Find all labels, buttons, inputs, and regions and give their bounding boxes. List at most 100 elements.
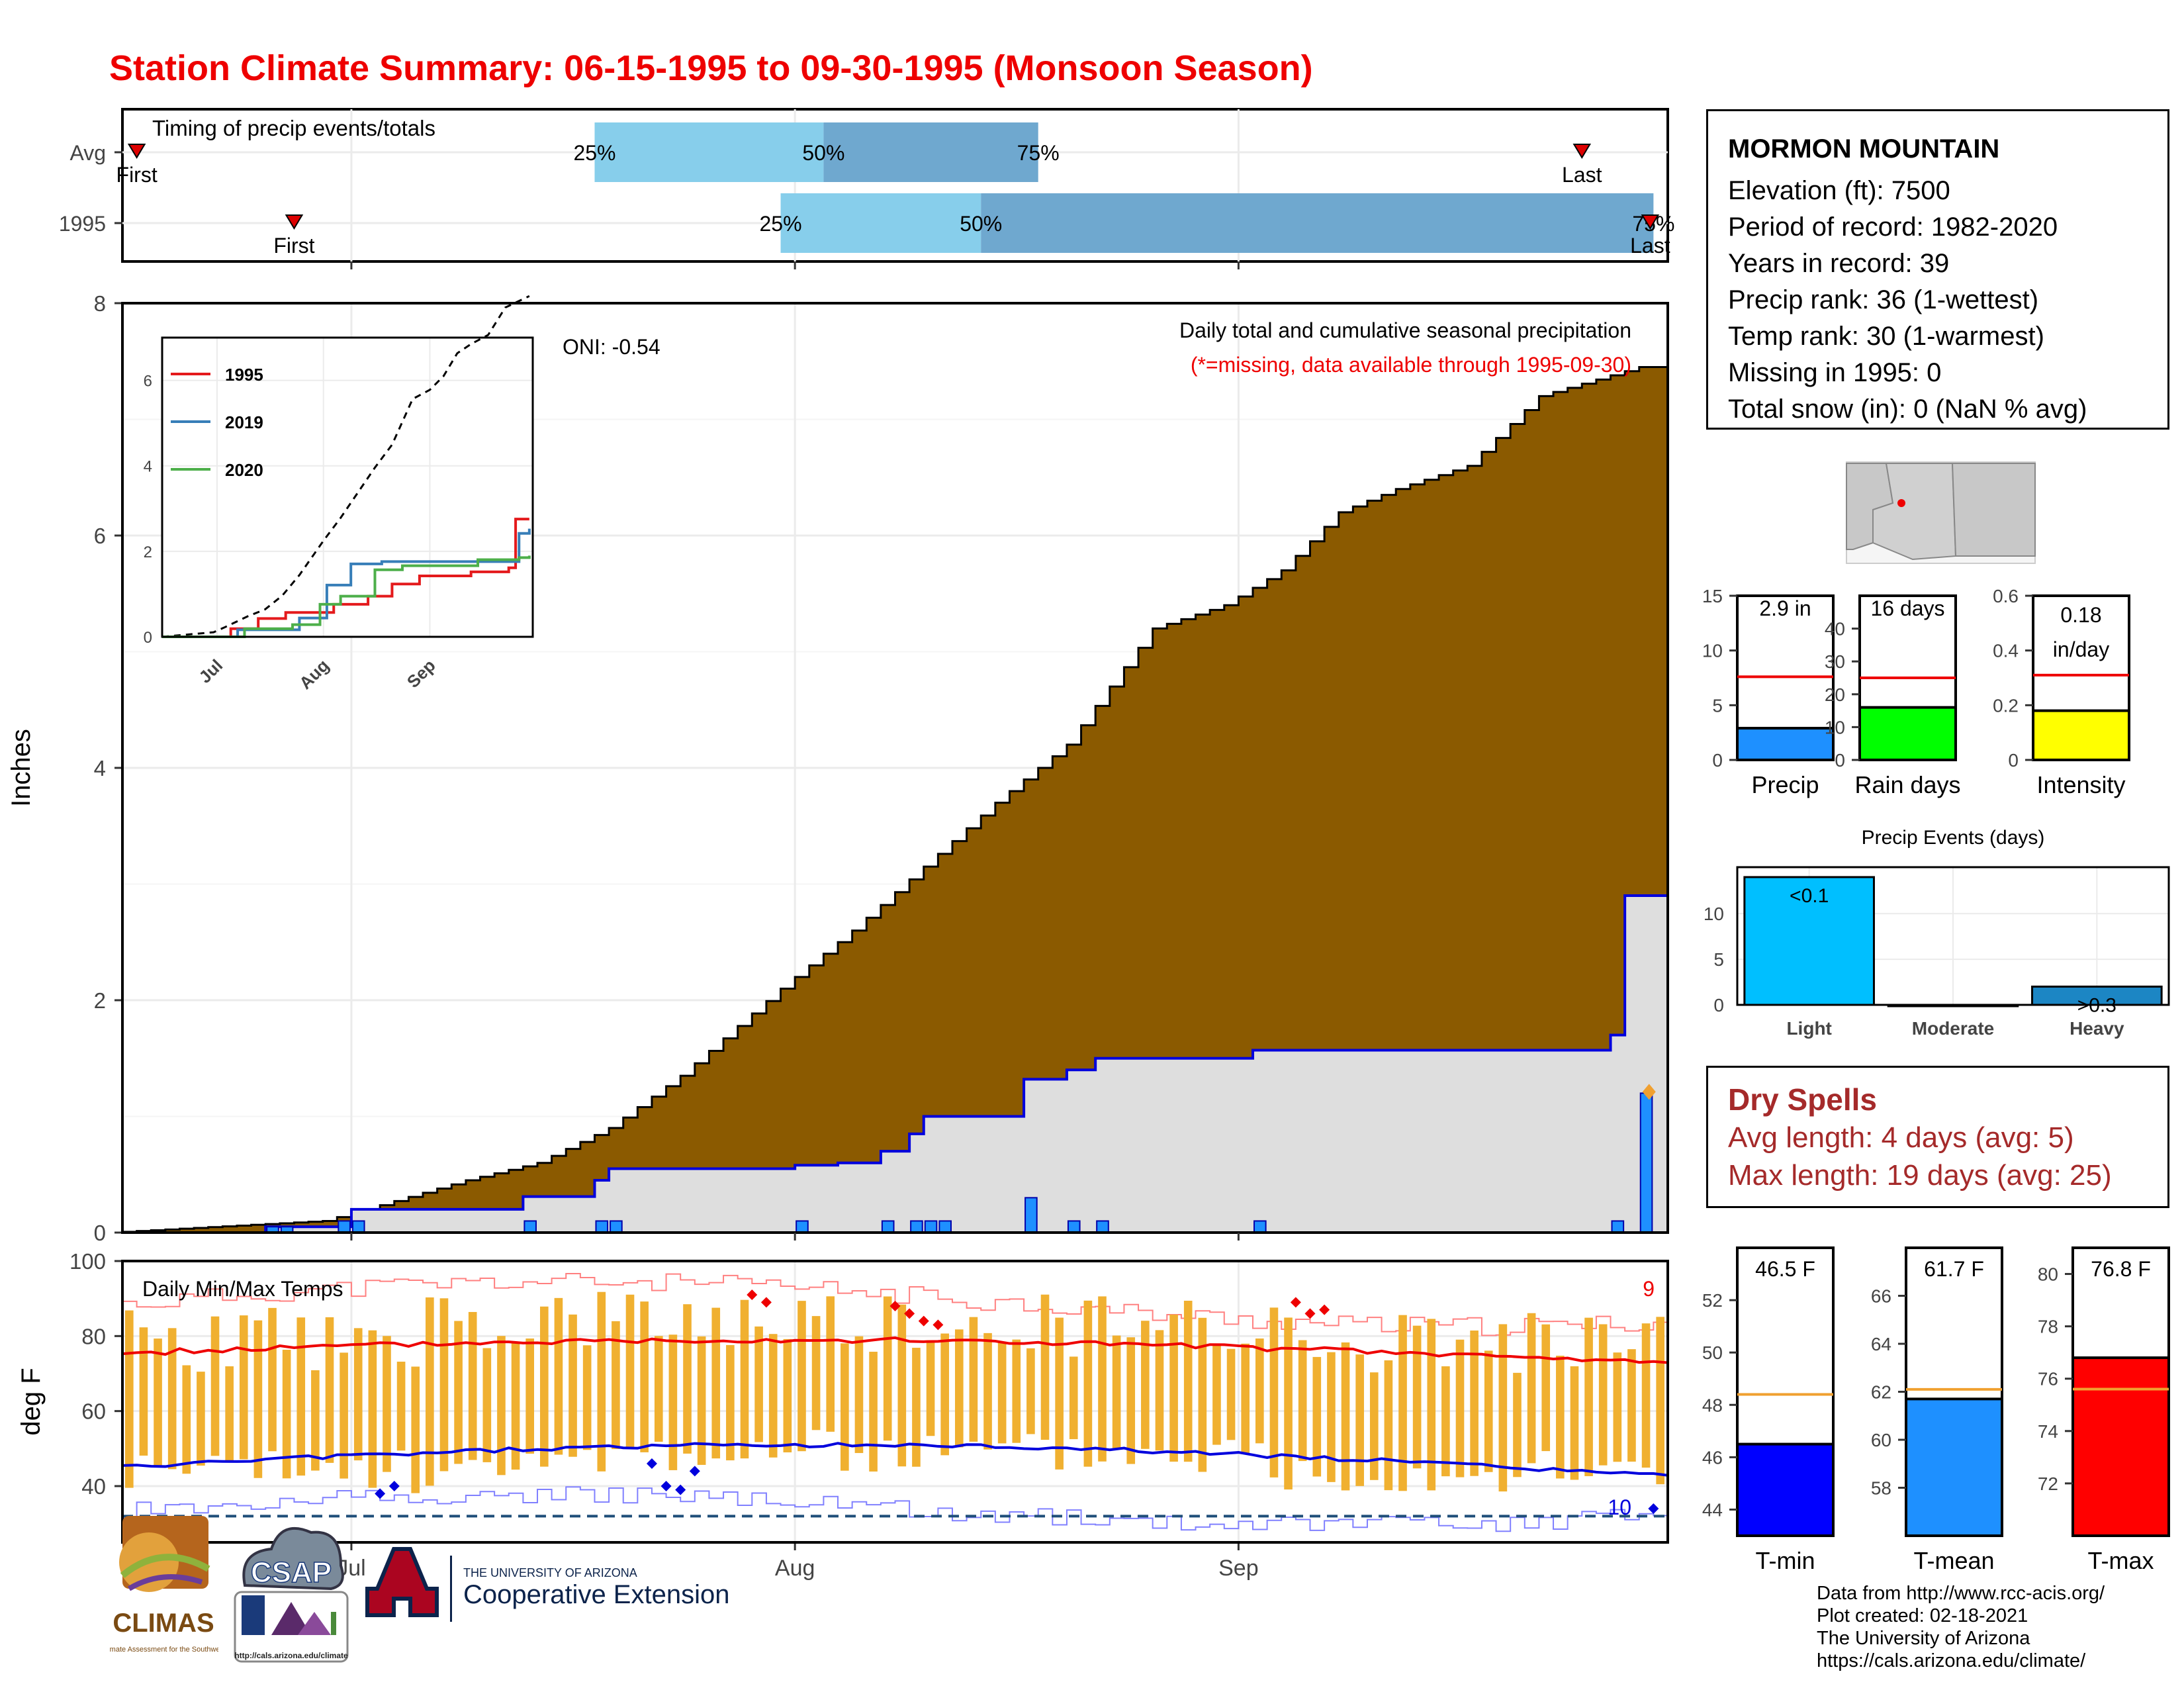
daily-temp-bar <box>1255 1338 1264 1444</box>
timing-first-marker <box>285 214 304 230</box>
record-high-marker <box>1319 1304 1330 1315</box>
p-precip-ytick-label: 15 <box>1702 586 1723 606</box>
t-t-mean-ytick-label: 64 <box>1871 1334 1891 1354</box>
daily-temp-bar <box>1556 1356 1565 1479</box>
record-high-marker <box>760 1297 772 1308</box>
timing-first-marker <box>127 144 146 159</box>
daily-precip-bar <box>910 1220 923 1233</box>
daily-precip-bar <box>924 1220 938 1233</box>
daily-temp-bar <box>554 1297 563 1455</box>
daily-temp-bar <box>969 1317 978 1442</box>
t-t-min-label: T-min <box>1756 1547 1815 1574</box>
daily-temp-bar <box>569 1314 577 1457</box>
daily-temp-bar <box>125 1310 134 1488</box>
daily-temp-bar <box>612 1321 620 1450</box>
daily-temp-bar <box>1656 1317 1664 1485</box>
map-new-mexico <box>1951 463 2036 557</box>
inset-legend-label: 1995 <box>225 365 263 385</box>
record-low-marker <box>375 1488 386 1499</box>
timing-chart: Timing of precip events/totals Avg 25% 50% 7… <box>59 108 1674 269</box>
p-rain-days-ytick-label: 0 <box>1835 750 1845 771</box>
daily-temp-bar <box>1169 1314 1178 1462</box>
record-low-marker <box>689 1466 700 1477</box>
t-t-mean-label: T-mean <box>1913 1547 1994 1574</box>
main-frame <box>121 302 1669 1234</box>
main-ytick-label: 2 <box>94 988 106 1013</box>
events-chart: Precip Events (days) 0 5 10 <0.1 Light Moderat… <box>1704 827 2170 1039</box>
p-precip-ytick-label: 0 <box>1712 750 1723 771</box>
record-high-marker <box>918 1315 929 1327</box>
p-precip-ytick-label: 5 <box>1712 695 1723 716</box>
record-high-marker <box>904 1308 915 1319</box>
timing-label-25: 25% <box>573 141 615 165</box>
record-high-marker <box>1304 1308 1316 1319</box>
daily-precip-bar <box>1611 1220 1625 1233</box>
daily-temp-bar <box>139 1327 148 1456</box>
daily-temp-bar <box>1126 1337 1136 1464</box>
t-t-max-value: 76.8 F <box>2091 1257 2151 1281</box>
daily-temp-bar <box>1241 1343 1250 1454</box>
station-precip-rank: Precip rank: 36 (1-wettest) <box>1728 285 2039 314</box>
station-temp-rank: Temp rank: 30 (1-warmest) <box>1728 322 2044 351</box>
timing-title: Timing of precip events/totals <box>152 116 435 140</box>
inset-ytick-label: 4 <box>144 458 152 476</box>
daily-temp-bar <box>511 1342 520 1470</box>
climas-logo: CLIMAS Climate Assessment for the Southw… <box>109 1516 218 1654</box>
daily-temp-bar <box>383 1336 391 1472</box>
events-xtick-label: Heavy <box>2070 1018 2124 1039</box>
timing-first-label: First <box>116 163 158 187</box>
daily-temp-bar <box>426 1297 434 1486</box>
temp-mini-charts: 44 46 48 50 52 T-min 46.5 F 58 60 62 64 66 T-mean 61.… <box>1702 1246 2170 1574</box>
footer-credits: Data from http://www.rcc-acis.org/ Plot … <box>1817 1582 2105 1672</box>
daily-temp-bar <box>497 1336 506 1476</box>
events-frame <box>1736 866 2170 1006</box>
daily-temp-bar <box>340 1352 348 1479</box>
p-precip-value: 2.9 in <box>1759 596 1811 620</box>
daily-temp-bar <box>1055 1317 1064 1470</box>
daily-temp-bar <box>954 1329 964 1448</box>
daily-precip-bar <box>1024 1197 1038 1233</box>
daily-precip-bar <box>610 1220 623 1233</box>
dry-spells-title: Dry Spells <box>1728 1082 1877 1117</box>
p-intensity-bar <box>2032 709 2130 761</box>
daily-temp-bar <box>1069 1356 1078 1440</box>
dry-spells-box: Dry Spells Avg length: 4 days (avg: 5) M… <box>1706 1066 2169 1208</box>
dry-spells-max: Max length: 19 days (avg: 25) <box>1728 1159 2112 1192</box>
daily-precip-bar <box>351 1220 365 1233</box>
inset-ytick-label: 6 <box>144 373 152 391</box>
t-t-min-ytick-label: 46 <box>1702 1447 1723 1468</box>
timing-last-marker <box>1641 214 1660 230</box>
daily-temp-bar <box>1484 1350 1493 1472</box>
t-t-max-ytick-label: 78 <box>2038 1317 2058 1337</box>
ua-logo-main: Cooperative Extension <box>463 1580 729 1609</box>
daily-temp-bar <box>1570 1366 1579 1480</box>
climas-logo-sub: Climate Assessment for the Southwest <box>109 1646 218 1654</box>
timing-label-50: 50% <box>802 141 844 165</box>
ua-extension-logo: THE UNIVERSITY OF ARIZONA Cooperative Ex… <box>365 1547 729 1622</box>
main-ylabel: Inches <box>7 729 36 807</box>
temps-ylabel: deg F <box>17 1368 46 1435</box>
max-precip-marker <box>1642 1084 1656 1100</box>
timing-row-label: 1995 <box>59 212 106 236</box>
inset-frame <box>161 336 534 638</box>
daily-temp-bar <box>1641 1323 1651 1468</box>
daily-temp-bar <box>1212 1344 1221 1445</box>
p-intensity-value: 0.18 <box>2060 603 2101 627</box>
main-ytick-label: 8 <box>94 291 106 316</box>
daily-temp-bar <box>167 1328 177 1470</box>
climas-logo-text: CLIMAS <box>113 1609 214 1638</box>
daily-temp-bar <box>268 1307 277 1452</box>
timing-bar-50-75 <box>823 122 1038 182</box>
daily-temp-bar <box>1284 1317 1293 1490</box>
t-t-max-ytick-label: 72 <box>2038 1474 2058 1494</box>
t-t-min-bar <box>1736 1442 1835 1537</box>
daily-temp-bar <box>1098 1296 1107 1462</box>
daily-precip-bar <box>1096 1220 1109 1233</box>
daily-temp-bar <box>239 1315 248 1460</box>
daily-temp-bar <box>1040 1294 1050 1440</box>
daily-temp-bar <box>1369 1372 1379 1480</box>
events-ytick-label: 0 <box>1713 995 1724 1015</box>
daily-temp-bar <box>625 1294 635 1448</box>
daily-temp-bar <box>582 1345 592 1450</box>
